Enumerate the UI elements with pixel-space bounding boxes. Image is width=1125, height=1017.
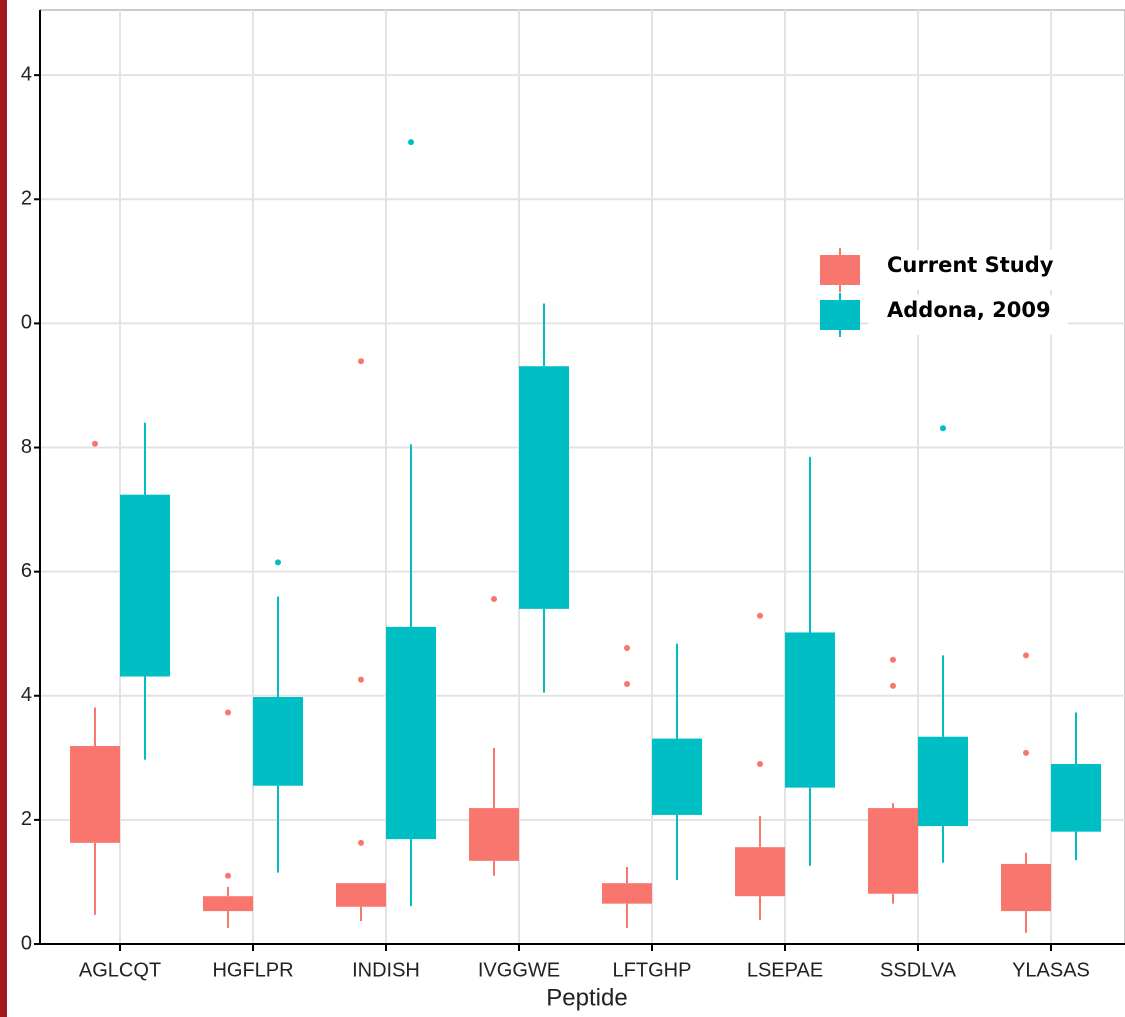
outlier	[624, 644, 630, 651]
x-tick-label: LFTGHP	[613, 959, 692, 981]
legend-mask	[868, 295, 1068, 335]
outlier	[1023, 652, 1029, 659]
y-tick-label: 0	[21, 312, 32, 334]
outlier	[92, 440, 98, 447]
outlier	[757, 612, 763, 619]
outlier	[358, 839, 364, 846]
box	[120, 494, 170, 677]
outlier	[491, 595, 497, 602]
y-tick-label: 2	[21, 808, 32, 830]
x-tick-label: INDISH	[352, 959, 420, 981]
legend-mask	[868, 250, 1068, 290]
box	[519, 366, 569, 609]
outlier	[225, 709, 231, 716]
box	[469, 808, 519, 861]
outlier	[408, 139, 414, 146]
box	[868, 808, 918, 894]
x-axis-title: Peptide	[546, 984, 627, 1011]
x-tick-label: YLASAS	[1012, 959, 1090, 981]
box	[602, 883, 652, 904]
outlier	[757, 761, 763, 768]
outlier	[275, 559, 281, 566]
y-tick-label: 0	[21, 932, 32, 954]
box	[336, 883, 386, 907]
y-tick-label: 4	[21, 684, 32, 706]
legend: Current Study Addona, 2009	[820, 248, 1068, 337]
y-tick-label: 6	[21, 560, 32, 582]
box	[253, 697, 303, 786]
marks	[70, 139, 1101, 933]
outlier	[225, 872, 231, 879]
box	[70, 746, 120, 843]
outlier	[624, 680, 630, 687]
box	[652, 738, 702, 815]
box	[918, 736, 968, 827]
window-edge	[0, 0, 7, 1017]
y-tick-label: 2	[21, 188, 32, 210]
outlier	[358, 358, 364, 365]
x-tick-label: AGLCQT	[79, 959, 161, 981]
legend-label: Addona, 2009	[887, 298, 1051, 322]
x-tick-label: HGFLPR	[212, 959, 293, 981]
x-tick-label: LSEPAE	[747, 959, 823, 981]
y-tick-label: 8	[21, 436, 32, 458]
box	[1051, 764, 1101, 832]
legend-key	[820, 255, 860, 285]
outlier	[890, 656, 896, 663]
legend-key	[820, 300, 860, 330]
y-tick-label: 4	[21, 63, 32, 85]
outlier	[890, 682, 896, 689]
box	[1001, 863, 1051, 912]
box	[386, 626, 436, 840]
outlier	[1023, 749, 1029, 756]
box	[785, 632, 835, 788]
x-tick-label: SSDLVA	[880, 959, 957, 981]
box	[203, 896, 253, 912]
outlier	[940, 425, 946, 432]
box	[735, 847, 785, 897]
legend-label: Current Study	[887, 253, 1054, 277]
x-tick-label: IVGGWE	[478, 959, 560, 981]
outlier	[358, 676, 364, 683]
